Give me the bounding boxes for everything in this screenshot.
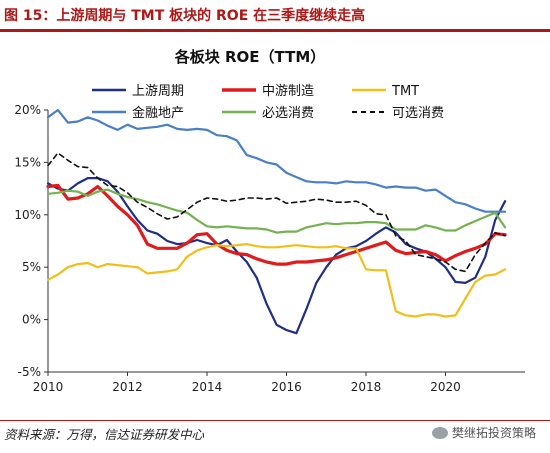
y-tick-label: 0%	[22, 313, 41, 327]
x-tick-label: 2010	[33, 380, 64, 394]
x-tick-label: 2012	[112, 380, 143, 394]
y-tick-label: 20%	[14, 103, 41, 117]
series-line	[47, 152, 506, 273]
y-tick-label: 15%	[14, 155, 41, 169]
legend-label: 上游周期	[132, 84, 184, 99]
chart-axes: -5% 0% 5% 10% 15% 20% 2010 2012 2014 2016 2018 2020	[14, 103, 525, 394]
chart-title: 各板块 ROE（TTM）	[174, 48, 326, 66]
chart-legend: 上游周期 中游制造 TMT 金融地产 必选消费 可选消费	[92, 84, 444, 121]
x-tick-label: 2020	[430, 380, 461, 394]
series-line	[46, 183, 507, 266]
watermark-text: 樊继拓投资策略	[451, 426, 536, 440]
legend-label: 金融地产	[132, 105, 184, 121]
x-tick-label: 2016	[271, 380, 302, 394]
y-tick-label: 5%	[22, 260, 41, 274]
chart-series-group	[46, 108, 507, 335]
x-tick-label: 2014	[192, 380, 223, 394]
series-line	[46, 243, 507, 318]
wechat-icon	[431, 426, 448, 439]
y-tick-label: -5%	[18, 365, 41, 379]
y-tick-label: 10%	[14, 208, 41, 222]
figure-title: 图 15：上游周期与 TMT 板块的 ROE 在三季度继续走高	[4, 8, 366, 24]
source-note: 资料来源：万得，信达证券研发中心	[4, 427, 205, 442]
legend-label: TMT	[391, 84, 419, 99]
roe-line-chart: 各板块 ROE（TTM） 上游周期 中游制造 TMT 金融地产 必选消费 可选消费 -5%…	[14, 48, 525, 394]
x-tick-label: 2018	[351, 380, 382, 394]
figure-header: 图 15：上游周期与 TMT 板块的 ROE 在三季度继续走高	[0, 0, 550, 32]
legend-label: 中游制造	[262, 84, 314, 99]
footer-divider	[0, 420, 550, 421]
series-line	[46, 108, 507, 213]
legend-label: 可选消费	[392, 106, 444, 121]
wechat-watermark: 樊继拓投资策略	[431, 424, 536, 441]
legend-label: 必选消费	[262, 106, 314, 121]
series-line	[46, 188, 507, 234]
